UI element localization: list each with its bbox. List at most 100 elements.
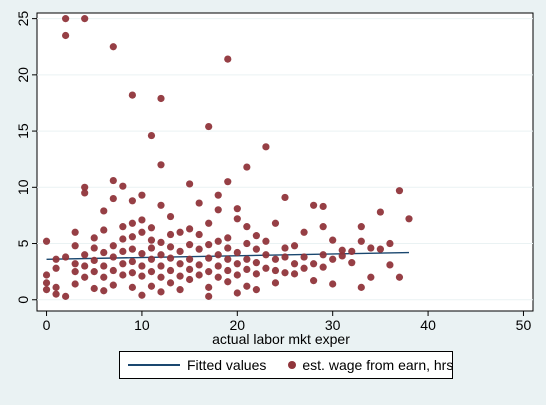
- wage-data-point: [205, 268, 213, 276]
- wage-data-point: [271, 219, 280, 227]
- wage-data-point: [233, 271, 241, 279]
- wage-data-point: [100, 248, 108, 257]
- wage-data-point: [262, 237, 270, 245]
- wage-data-point: [214, 237, 222, 245]
- wage-data-point: [62, 31, 70, 40]
- wage-data-point: [262, 143, 270, 151]
- wage-data-point: [281, 244, 289, 252]
- wage-data-point: [205, 292, 213, 300]
- wage-data-point: [262, 264, 270, 272]
- wage-data-point: [100, 226, 108, 234]
- wage-data-point: [147, 268, 156, 276]
- wage-data-point: [329, 236, 337, 244]
- x-tick-label: 50: [516, 317, 532, 333]
- legend-wage-points: est. wage from earn, hrs: [266, 352, 453, 378]
- wage-data-point: [166, 266, 175, 275]
- wage-data-point: [157, 238, 165, 247]
- wage-data-point: [52, 290, 60, 298]
- wage-data-point: [81, 262, 89, 270]
- wage-data-point: [338, 246, 346, 254]
- wage-data-point: [357, 237, 365, 245]
- wage-data-point: [214, 251, 222, 259]
- x-tick-label: 40: [420, 317, 436, 333]
- wage-data-point: [290, 242, 299, 250]
- wage-data-point: [90, 234, 98, 242]
- legend-wage-label: est. wage from earn, hrs: [302, 357, 454, 373]
- wage-data-point: [224, 244, 232, 252]
- wage-data-point: [186, 255, 194, 263]
- wage-data-point: [252, 286, 260, 294]
- wage-data-point: [62, 292, 70, 300]
- wage-data-point: [157, 288, 165, 296]
- wage-data-point: [186, 241, 194, 249]
- wage-data-point: [81, 189, 89, 197]
- wage-data-point: [128, 91, 136, 99]
- wage-data-point: [252, 270, 260, 278]
- wage-data-point: [157, 262, 165, 270]
- wage-data-point: [119, 235, 127, 243]
- wage-data-point: [81, 251, 89, 259]
- wage-data-point: [71, 280, 79, 288]
- wage-data-point: [367, 244, 375, 252]
- wage-data-point: [300, 264, 308, 272]
- wage-data-point: [90, 268, 98, 276]
- wage-data-point: [243, 282, 251, 290]
- wage-data-point: [214, 206, 222, 214]
- wage-data-point: [195, 245, 203, 253]
- wage-data-point: [243, 265, 251, 273]
- wage-data-point: [243, 239, 251, 248]
- wage-data-point: [157, 94, 165, 103]
- wage-data-point: [319, 263, 327, 271]
- wage-data-point: [42, 237, 51, 245]
- wage-data-point: [119, 247, 127, 255]
- y-tick-label: 25: [15, 11, 31, 27]
- wage-data-point: [281, 253, 289, 261]
- x-tick-label: 10: [134, 317, 150, 333]
- x-axis-label: actual labor mkt exper: [212, 331, 350, 347]
- wage-data-point: [319, 223, 327, 231]
- wage-data-point: [109, 253, 117, 261]
- wage-data-point: [214, 191, 222, 199]
- wage-data-point: [281, 193, 289, 202]
- wage-data-point: [233, 289, 241, 297]
- x-tick-label: 0: [43, 317, 51, 333]
- wage-data-point: [214, 262, 222, 270]
- wage-data-point: [109, 281, 117, 289]
- wage-data-point: [100, 207, 108, 215]
- wage-data-point: [319, 251, 327, 259]
- wage-data-point: [119, 223, 127, 231]
- wage-data-point: [338, 252, 346, 260]
- wage-data-point: [186, 265, 194, 273]
- wage-data-point: [157, 201, 165, 209]
- wage-data-point: [233, 260, 241, 268]
- legend: Fitted values est. wage from earn, hrs: [119, 351, 453, 379]
- wage-data-point: [128, 269, 136, 277]
- wage-data-point: [405, 215, 413, 223]
- wage-data-point: [138, 272, 146, 280]
- wage-data-point: [71, 268, 79, 276]
- wage-data-point: [166, 230, 175, 239]
- x-tick-label: 30: [325, 317, 341, 333]
- wage-data-point: [90, 256, 98, 264]
- wage-data-point: [233, 248, 241, 257]
- wage-data-point: [138, 250, 146, 258]
- y-tick-label: 15: [15, 123, 31, 139]
- wage-data-point: [166, 279, 175, 287]
- wage-data-point: [224, 55, 232, 63]
- wage-data-point: [42, 271, 51, 279]
- wage-data-point: [109, 43, 117, 51]
- wage-data-point: [186, 180, 194, 188]
- wage-data-point: [147, 131, 156, 140]
- wage-data-point: [147, 244, 156, 252]
- wage-data-point: [176, 247, 184, 255]
- wage-data-point: [376, 245, 384, 253]
- wage-data-point: [214, 273, 222, 281]
- wage-data-point: [195, 261, 203, 269]
- wage-data-point: [100, 262, 108, 270]
- wage-data-point: [357, 223, 365, 231]
- wage-data-point: [233, 215, 241, 223]
- wage-data-point: [128, 283, 136, 291]
- wage-data-point: [71, 260, 79, 268]
- wage-data-point: [166, 243, 175, 251]
- wage-data-point: [128, 219, 136, 227]
